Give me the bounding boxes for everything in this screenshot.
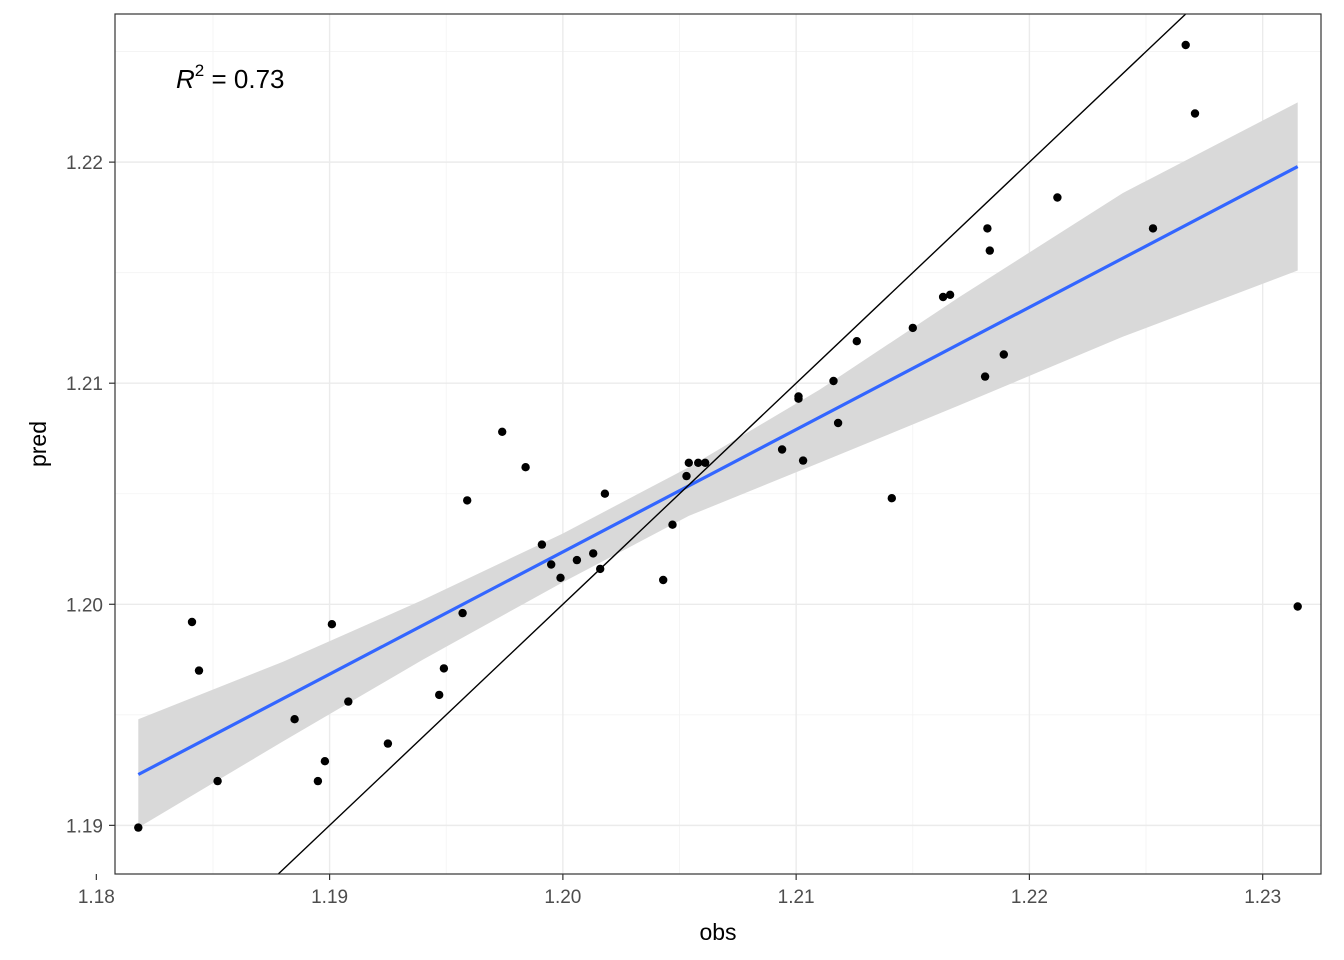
y-tick-label: 1.22: [66, 153, 103, 174]
data-point: [327, 620, 337, 629]
x-tick-label: 1.20: [544, 887, 581, 908]
data-point: [829, 376, 838, 386]
data-point: [596, 564, 605, 574]
data-point: [383, 739, 393, 748]
grid-minor: [115, 14, 1321, 874]
data-point: [498, 427, 507, 436]
data-point: [521, 463, 530, 472]
confidence-band: [138, 102, 1298, 828]
grid-major: [115, 14, 1321, 874]
data-point: [537, 540, 547, 549]
data-point: [1293, 602, 1302, 611]
data-point: [887, 494, 896, 503]
x-axis: 1.18 1.19 1.20 1.21 1.22 1.23: [78, 874, 1281, 908]
data-point: [794, 394, 803, 403]
identity-line: [277, 13, 1187, 875]
data-point: [572, 555, 582, 565]
data-point: [313, 776, 323, 786]
data-point: [852, 337, 861, 346]
confidence-band-layer: [138, 102, 1298, 828]
data-point: [556, 573, 565, 582]
data-point: [458, 608, 467, 618]
x-tick-label: 1.19: [311, 887, 348, 908]
data-point: [980, 372, 990, 381]
y-tick-label: 1.21: [66, 374, 103, 395]
data-point: [668, 520, 677, 529]
data-point: [194, 666, 204, 675]
data-point: [1053, 193, 1062, 202]
data-point: [659, 575, 668, 585]
data-point: [684, 458, 693, 467]
data-point: [701, 458, 710, 467]
data-point: [1181, 40, 1190, 50]
data-point: [187, 617, 197, 627]
data-point: [908, 323, 917, 333]
data-point: [1148, 224, 1158, 233]
y-axis: 1.19 1.20 1.21 1.22: [66, 153, 115, 837]
data-point: [463, 496, 472, 505]
fit-line-layer: [137, 165, 1299, 776]
data-point: [945, 290, 955, 299]
x-tick-label: 1.23: [1244, 887, 1281, 908]
r-symbol: R: [176, 64, 195, 94]
data-point: [938, 292, 948, 302]
data-point: [344, 697, 353, 706]
data-point: [600, 489, 610, 498]
data-point: [833, 418, 843, 428]
data-point: [777, 445, 787, 454]
x-tick-label: 1.18: [78, 887, 115, 908]
x-tick-label: 1.21: [778, 887, 815, 908]
panel-border: [114, 13, 1322, 875]
data-point: [589, 549, 598, 558]
data-point: [134, 823, 143, 832]
data-point: [435, 690, 444, 700]
data-point: [682, 471, 691, 481]
data-point: [798, 456, 808, 465]
data-point: [213, 776, 222, 786]
fit-line: [137, 165, 1299, 776]
y-tick-label: 1.19: [66, 816, 103, 837]
data-point: [320, 757, 330, 766]
points-layer: [134, 40, 1302, 832]
data-point: [439, 664, 449, 673]
y-tick-label: 1.20: [66, 595, 103, 616]
x-tick-label: 1.22: [1011, 887, 1048, 908]
r-squared-annotation: R2 = 0.73: [176, 61, 284, 94]
data-point: [694, 458, 703, 467]
r-superscript: 2: [195, 61, 204, 80]
data-point: [983, 224, 992, 233]
data-point: [999, 350, 1008, 359]
data-point: [290, 715, 299, 724]
y-axis-title: pred: [25, 421, 51, 467]
r-squared-value: = 0.73: [204, 64, 284, 94]
x-axis-title: obs: [699, 919, 736, 945]
identity-line-layer: [277, 13, 1187, 875]
data-point: [547, 560, 556, 569]
data-point: [1190, 109, 1200, 118]
data-point: [985, 246, 994, 255]
